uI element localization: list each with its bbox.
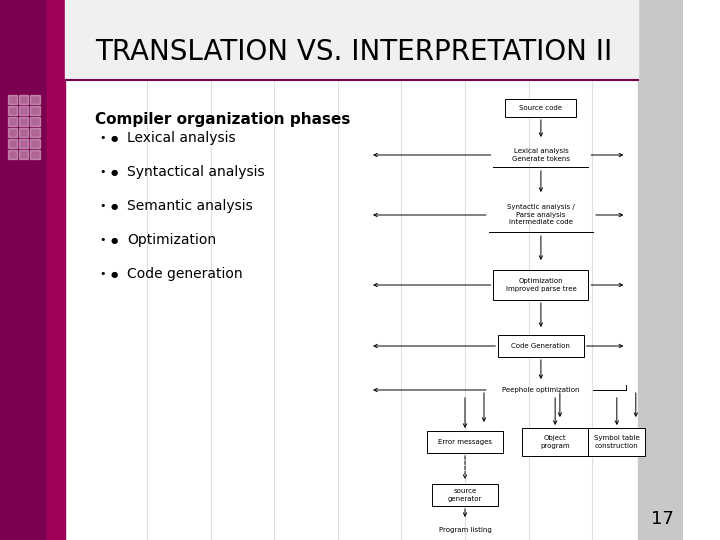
Text: Syntactic analysis /
Parse analysis
Intermediate code: Syntactic analysis / Parse analysis Inte… — [507, 205, 575, 226]
Text: TRANSLATION VS. INTERPRETATION II: TRANSLATION VS. INTERPRETATION II — [95, 38, 612, 66]
Bar — [19, 117, 29, 126]
Bar — [19, 150, 29, 159]
Bar — [30, 95, 40, 104]
Text: Optimization
Improved parse tree: Optimization Improved parse tree — [505, 278, 576, 292]
Bar — [30, 106, 40, 115]
Text: •: • — [99, 201, 106, 211]
Bar — [8, 128, 17, 137]
Bar — [8, 150, 17, 159]
Bar — [30, 128, 40, 137]
Bar — [48, 0, 65, 540]
Text: Syntactical analysis: Syntactical analysis — [127, 165, 265, 179]
Text: Code generation: Code generation — [127, 267, 243, 281]
Text: •: • — [99, 167, 106, 177]
Text: Error messages: Error messages — [438, 439, 492, 445]
Bar — [498, 335, 584, 357]
Text: •: • — [99, 133, 106, 143]
Bar — [19, 95, 29, 104]
Bar — [65, 0, 638, 80]
Bar — [427, 431, 503, 453]
Bar — [19, 139, 29, 148]
Text: ●: ● — [110, 133, 117, 143]
Text: Symbol table
construction: Symbol table construction — [594, 435, 639, 449]
Bar — [588, 428, 645, 456]
Bar — [19, 106, 29, 115]
Bar — [505, 99, 577, 117]
Text: Lexical analysis
Generate tokens: Lexical analysis Generate tokens — [512, 148, 570, 162]
Bar — [8, 95, 17, 104]
Text: Object
program: Object program — [540, 435, 570, 449]
Text: ●: ● — [110, 167, 117, 177]
Bar — [522, 428, 588, 456]
Text: Compiler organization phases: Compiler organization phases — [95, 112, 350, 127]
Bar — [0, 0, 48, 540]
Bar — [8, 117, 17, 126]
Bar — [432, 484, 498, 506]
Text: •: • — [99, 269, 106, 279]
Bar — [30, 139, 40, 148]
Text: ●: ● — [110, 235, 117, 245]
Text: Source code: Source code — [519, 105, 562, 111]
Text: Program listing: Program listing — [438, 527, 491, 533]
Bar — [19, 128, 29, 137]
Text: 17: 17 — [651, 510, 674, 528]
Text: Optimization: Optimization — [127, 233, 216, 247]
Bar — [30, 150, 40, 159]
Text: source
generator: source generator — [448, 488, 482, 502]
Bar — [8, 106, 17, 115]
Text: •: • — [99, 235, 106, 245]
Text: Peephole optimization: Peephole optimization — [502, 387, 580, 393]
Bar — [638, 0, 683, 540]
Text: Semantic analysis: Semantic analysis — [127, 199, 253, 213]
Bar — [493, 270, 588, 300]
Bar — [30, 117, 40, 126]
Text: ●: ● — [110, 269, 117, 279]
Bar — [8, 139, 17, 148]
Text: Code Generation: Code Generation — [511, 343, 570, 349]
Text: Lexical analysis: Lexical analysis — [127, 131, 235, 145]
Text: ●: ● — [110, 201, 117, 211]
